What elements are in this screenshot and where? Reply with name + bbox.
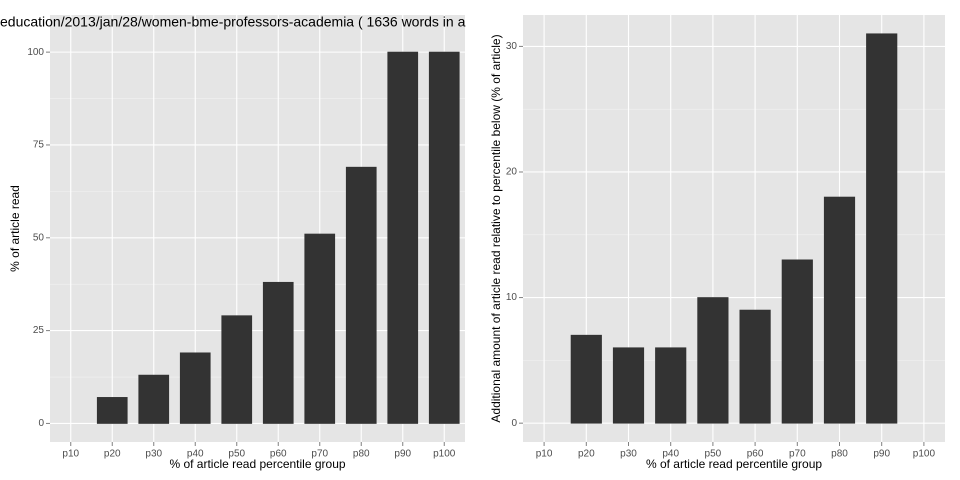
x-axis-label: % of article read percentile group <box>169 457 345 471</box>
bar <box>221 315 253 424</box>
y-tick-label: 25 <box>33 325 45 336</box>
x-tick-label: p10 <box>62 449 79 460</box>
y-tick-label: 75 <box>33 140 45 151</box>
y-axis-label: % of article read <box>8 185 22 272</box>
bar <box>866 33 898 424</box>
x-axis-label: % of article read percentile group <box>646 457 822 471</box>
bar <box>304 233 336 424</box>
x-tick-label: p30 <box>145 449 162 460</box>
bar <box>570 334 602 424</box>
bar <box>96 397 128 424</box>
x-tick-label: p40 <box>662 449 679 460</box>
x-tick-label: p80 <box>831 449 848 460</box>
x-tick-label: p40 <box>187 449 204 460</box>
x-tick-label: p60 <box>270 449 287 460</box>
x-tick-label: p50 <box>228 449 245 460</box>
bar <box>612 347 645 424</box>
bar <box>387 51 419 424</box>
x-tick-label: p60 <box>747 449 764 460</box>
chart-left: 0 25 50 75 100 p10 p20 p30 p40 p50 p60 p70 p80 p90 p10… <box>0 14 466 471</box>
bar <box>262 281 294 424</box>
x-tick-label: p20 <box>578 449 595 460</box>
bar <box>781 259 813 424</box>
y-tick-label: 100 <box>27 47 44 58</box>
bar <box>823 196 856 424</box>
y-tick-label: 20 <box>506 167 518 178</box>
chart-title: education/2013/jan/28/women-bme-professo… <box>0 14 466 30</box>
x-tick-label: p30 <box>620 449 637 460</box>
x-tick-label: p70 <box>789 449 806 460</box>
y-tick-label: 50 <box>33 232 45 243</box>
x-tick-label: p20 <box>104 449 121 460</box>
x-tick-label: p90 <box>873 449 890 460</box>
bar <box>697 297 729 424</box>
chart-right: 0 10 20 30 p10 p20 p30 p40 p50 p60 p70 p80 p90 p100 % … <box>489 15 945 471</box>
y-tick-label: 0 <box>38 418 44 429</box>
x-tick-label: p80 <box>353 449 370 460</box>
bar <box>179 352 211 424</box>
x-tick-label: p70 <box>311 449 328 460</box>
y-tick-label: 0 <box>511 418 517 429</box>
bar <box>138 374 170 424</box>
x-tick-label: p100 <box>913 449 936 460</box>
bar <box>655 347 687 424</box>
y-tick-label: 10 <box>506 292 518 303</box>
x-tick-label: p100 <box>433 449 456 460</box>
x-tick-label: p50 <box>705 449 722 460</box>
x-tick-label: p90 <box>394 449 411 460</box>
y-tick-label: 30 <box>506 41 518 52</box>
bar <box>345 166 377 424</box>
bar <box>428 51 460 424</box>
bar <box>739 309 771 424</box>
y-axis-label: Additional amount of article read relati… <box>489 34 503 422</box>
x-tick-label: p10 <box>536 449 553 460</box>
